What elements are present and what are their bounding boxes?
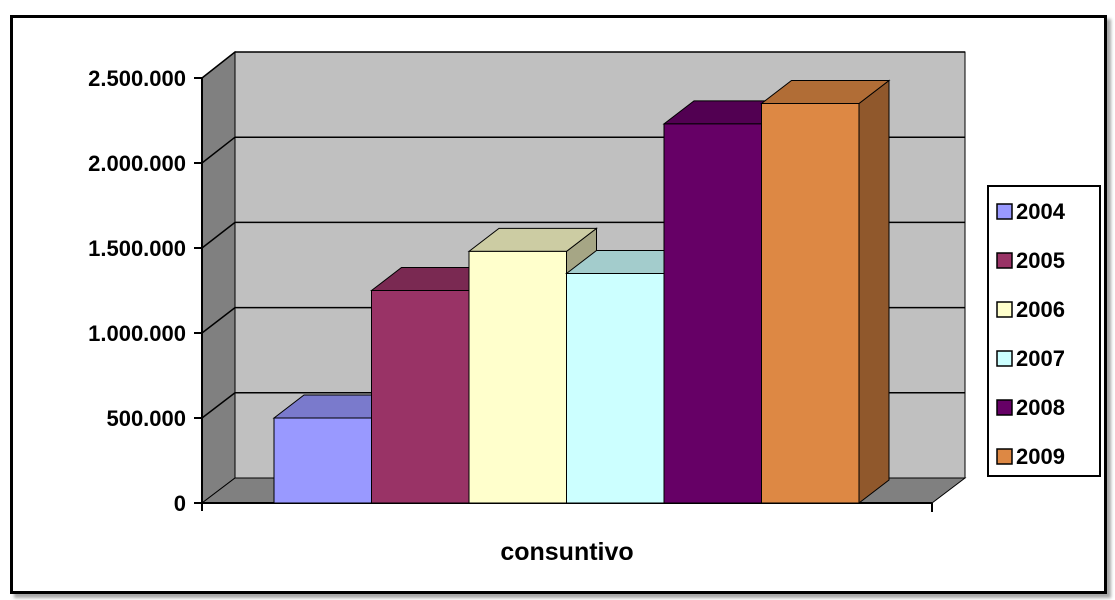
legend: 2004 2005 2006 2007 2008 2009 [987,185,1101,477]
legend-label: 2009 [1016,444,1065,469]
bar-front-face [273,417,372,504]
legend-swatch [996,448,1013,465]
legend-swatch [996,350,1013,367]
x-category-label: consuntivo [500,538,633,566]
bar-front-face [468,250,567,504]
legend-swatch [996,252,1013,269]
y-tick-label: 500.000 [106,406,186,431]
legend-label: 2006 [1016,297,1065,322]
y-tick-label: 2.000.000 [88,151,186,176]
y-tick-label: 1.500.000 [88,236,186,261]
legend-swatch [996,203,1013,220]
legend-label: 2004 [1016,199,1066,224]
bar-front-face [663,123,762,504]
legend-label: 2005 [1016,248,1065,273]
gridline [201,51,965,79]
y-tick-label: 0 [174,491,186,516]
legend-label: 2007 [1016,346,1065,371]
bar-front-face [566,273,665,504]
bar-side-face [858,79,890,505]
y-tick-label: 1.000.000 [88,321,186,346]
y-tick-label: 2.500.000 [88,66,186,91]
legend-box [987,185,1101,477]
legend-swatch [996,399,1013,416]
legend-label: 2008 [1016,395,1065,420]
bar-front-face [371,290,470,504]
legend-swatch [996,301,1013,318]
bars [272,79,891,505]
side-wall [201,50,236,505]
y-tick-labels: 0 500.000 1.000.000 1.500.000 2.000.000 2.500… [88,66,186,516]
bar-2009 [760,79,891,505]
bar-front-face [761,103,860,504]
